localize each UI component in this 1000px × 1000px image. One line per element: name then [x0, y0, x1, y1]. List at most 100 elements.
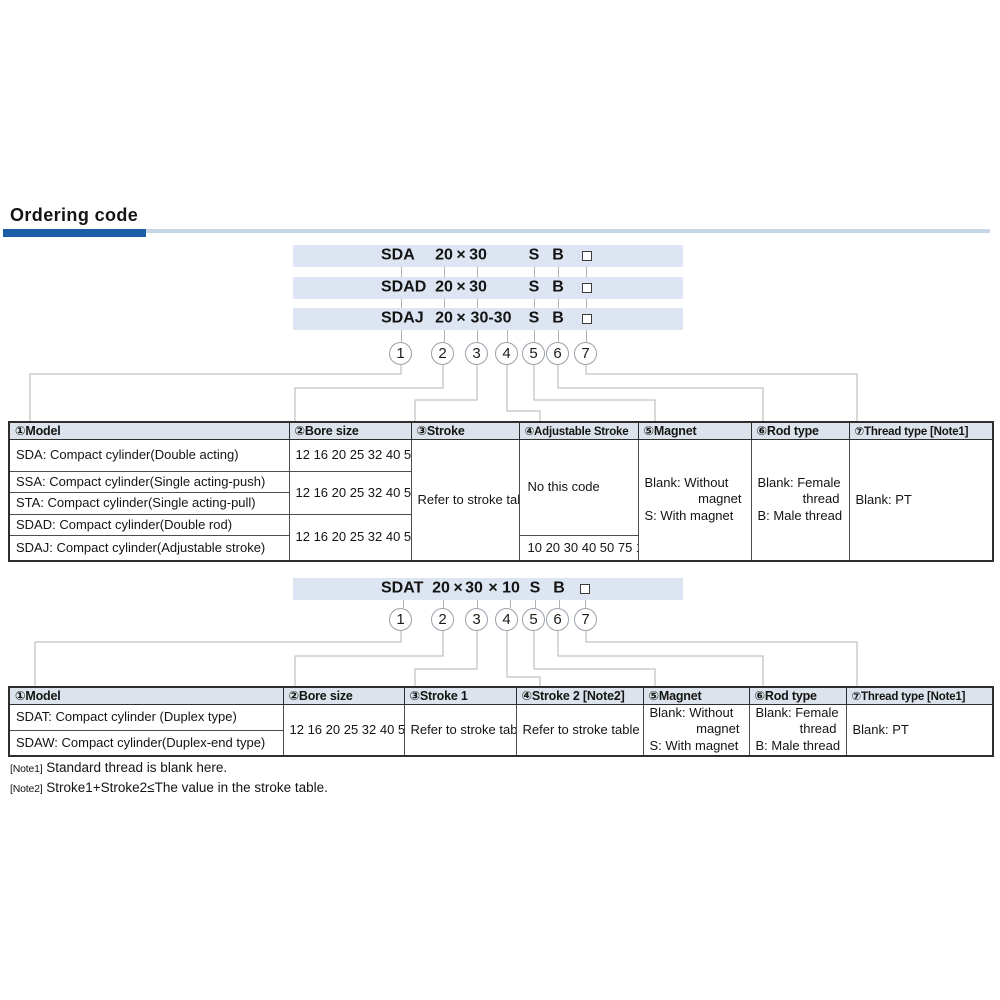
table-row: STA: Compact cylinder(Single acting-pull… [8, 491, 993, 515]
multiply-sign: × [456, 246, 466, 264]
model-cell: STA: Compact cylinder(Single acting-pull… [8, 491, 290, 515]
title-underline-accent [3, 229, 146, 237]
bore-size-cell: 12 16 20 25 32 40 50 63 [288, 470, 412, 515]
callout-1: 1 [389, 342, 412, 365]
rod-option: B: Male thread [757, 508, 843, 524]
code-bar-sdat: SDAT 20 × 30 × 10 S B [293, 578, 683, 600]
model-cell: SDA: Compact cylinder(Double acting) [8, 438, 290, 472]
col-header-bore-size: ②Bore size [282, 686, 405, 705]
ordering-table-1-wrap: ①Model ②Bore size ③Stroke ④Adjustable St… [8, 421, 994, 562]
thread-placeholder-icon [582, 251, 592, 261]
stroke1-cell: Refer to stroke table for details [403, 703, 517, 757]
multiply-sign: × [456, 309, 466, 327]
page-title: Ordering code [10, 205, 139, 225]
stroke-code: 30 [469, 246, 487, 264]
magnet-cell: Blank: Without magnet S: With magnet [637, 438, 752, 562]
model-cell: SDAW: Compact cylinder(Duplex-end type) [8, 729, 284, 757]
callout-5: 5 [522, 608, 545, 631]
ordering-table-1: ①Model ②Bore size ③Stroke ④Adjustable St… [8, 421, 994, 562]
magnet-option-wrap: magnet [696, 721, 740, 737]
magnet-code: S [528, 246, 540, 264]
table-row: SDA: Compact cylinder(Double acting) 12 … [8, 438, 994, 562]
callout-6: 6 [546, 608, 569, 631]
magnet-option-wrap: magnet [698, 491, 742, 507]
callout-7: 7 [574, 608, 597, 631]
callout-1: 1 [389, 608, 412, 631]
multiply-sign: × [453, 579, 463, 597]
model-cell: SDAJ: Compact cylinder(Adjustable stroke… [8, 534, 290, 562]
callout-3: 3 [465, 608, 488, 631]
bore-code: 20 [432, 579, 450, 597]
note-text: Stroke1+Stroke2≤The value in the stroke … [46, 780, 328, 795]
model-cell: SDAD: Compact cylinder(Double rod) [8, 513, 290, 536]
bore-size-cell: 12 16 20 25 32 40 50 63 80 100 [288, 438, 412, 472]
bore-code: 20 [435, 246, 453, 264]
magnet-option: S: With magnet [649, 738, 739, 754]
model-cell: SDAT: Compact cylinder (Duplex type) [8, 703, 284, 731]
table-row: SDAJ: Compact cylinder(Adjustable stroke… [8, 534, 993, 562]
model-cell: SSA: Compact cylinder(Single acting-push… [8, 470, 290, 493]
col-header-stroke: ③Stroke [410, 421, 520, 440]
col-header-stroke2: ④Stroke 2 [Note2] [515, 686, 644, 705]
col-header-model: ①Model [8, 421, 290, 440]
callout-7: 7 [574, 342, 597, 365]
bore-code: 20 [435, 309, 453, 327]
multiply-sign: × [488, 579, 498, 597]
stroke2-cell: Refer to stroke table for details [515, 703, 644, 757]
thread-type-cell: Blank: PT [848, 438, 994, 562]
magnet-cell: Blank: Without magnet S: With magnet [642, 703, 750, 757]
title-underline-extension [146, 229, 990, 233]
note-text: Standard thread is blank here. [46, 760, 228, 775]
note-1: [Note1] Standard thread is blank here. [10, 760, 227, 775]
callout-6: 6 [546, 342, 569, 365]
code-bar-sda: SDA 20 × 30 S B [293, 245, 683, 267]
col-header-thread-type: ⑦Thread type [Note1] [848, 421, 994, 440]
rod-code: B [552, 246, 564, 264]
callout-2: 2 [431, 608, 454, 631]
rod-option: Blank: Female [755, 704, 839, 720]
col-header-rod-type: ⑥Rod type [748, 686, 847, 705]
bore-size-cell: 12 16 20 25 32 40 50 63 80 100 [282, 703, 405, 757]
thread-placeholder-icon [582, 314, 592, 324]
col-header-model: ①Model [8, 686, 284, 705]
thread-placeholder-icon [582, 283, 592, 293]
rod-type-cell: Blank: Female thread B: Male thread [748, 703, 847, 757]
col-header-magnet: ⑤Magnet [637, 421, 752, 440]
code-bar-sdaj: SDAJ 20 × 30-30 S B [293, 308, 683, 330]
callout-4: 4 [495, 342, 518, 365]
callout-2: 2 [431, 342, 454, 365]
stroke2-code: 10 [502, 579, 520, 597]
note-tag: [Note2] [10, 783, 43, 795]
code-bar-sdad: SDAD 20 × 30 S B [293, 277, 683, 299]
magnet-code: S [528, 278, 540, 296]
col-header-stroke1: ③Stroke 1 [403, 686, 517, 705]
rod-option: B: Male thread [755, 738, 841, 754]
callout-3: 3 [465, 342, 488, 365]
ordering-table-2-wrap: ①Model ②Bore size ③Stroke 1 ④Stroke 2 [N… [8, 686, 994, 757]
table-row: SSA: Compact cylinder(Single acting-push… [8, 470, 993, 515]
rod-code: B [552, 278, 564, 296]
stroke-code: 30-30 [470, 309, 512, 327]
callout-5: 5 [522, 342, 545, 365]
note-2: [Note2] Stroke1+Stroke2≤The value in the… [10, 780, 328, 795]
table-row: SDAW: Compact cylinder(Duplex-end type) [8, 729, 993, 757]
ordering-table-2: ①Model ②Bore size ③Stroke 1 ④Stroke 2 [N… [8, 686, 994, 757]
adjustable-stroke-cell: No this code [518, 438, 639, 536]
model-code: SDAT [381, 579, 424, 597]
rod-option-wrap: thread [802, 491, 840, 507]
adjustable-stroke-values-cell: 10 20 30 40 50 75 100 [518, 534, 639, 562]
callout-4: 4 [495, 608, 518, 631]
model-code: SDAJ [381, 309, 424, 327]
rod-type-cell: Blank: Female thread B: Male thread [750, 438, 850, 562]
bore-code: 20 [435, 278, 453, 296]
thread-type-cell: Blank: PT [845, 703, 994, 757]
magnet-code: S [528, 309, 540, 327]
rod-option: Blank: Female [757, 474, 841, 490]
stroke-cell: Refer to stroke table for details [410, 438, 520, 562]
rod-option-wrap: thread [799, 721, 837, 737]
thread-placeholder-icon [580, 584, 590, 594]
magnet-code: S [529, 579, 541, 597]
col-header-magnet: ⑤Magnet [642, 686, 750, 705]
model-code: SDAD [381, 278, 427, 296]
